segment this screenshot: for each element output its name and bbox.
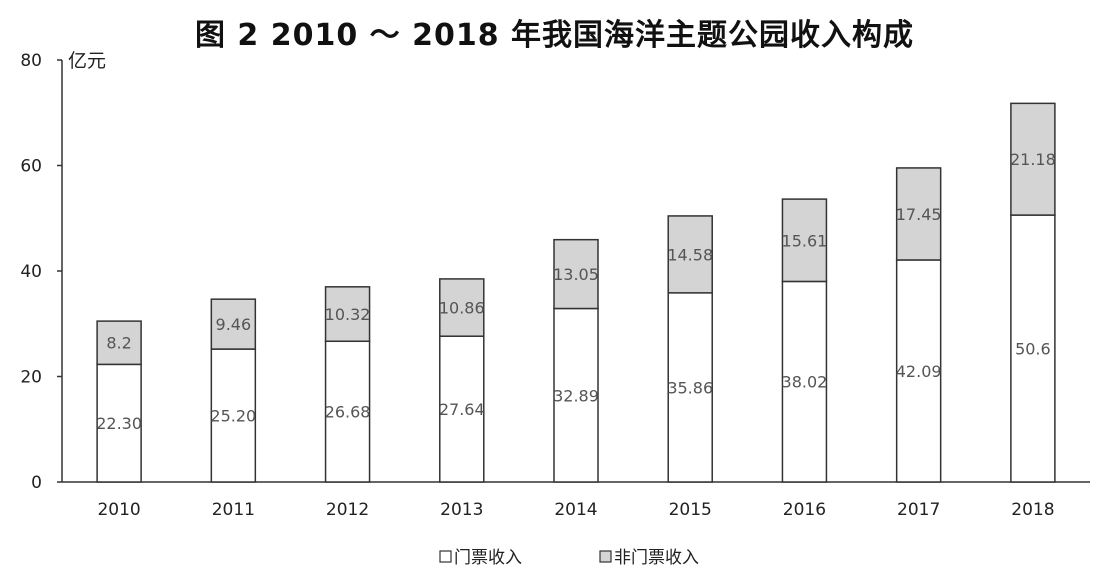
x-tick-label: 2015 — [669, 500, 712, 520]
data-label-ticket: 38.02 — [782, 373, 828, 392]
data-label-ticket: 35.86 — [667, 378, 713, 397]
bar-ticket-revenue — [324, 340, 371, 483]
data-label-ticket: 26.68 — [325, 403, 371, 422]
x-tick-label: 2016 — [783, 500, 826, 520]
data-label-ticket: 42.09 — [896, 362, 942, 381]
y-tick-label: 80 — [20, 51, 42, 71]
x-tick-label: 2013 — [440, 500, 483, 520]
bar-ticket-revenue — [1010, 214, 1056, 483]
bar-ticket-revenue — [439, 335, 485, 483]
bar-non-ticket-revenue — [439, 278, 485, 337]
legend-swatch-ticket — [439, 550, 452, 563]
legend-label-non-ticket: 非门票收入 — [614, 548, 699, 568]
data-label-non-ticket: 15.61 — [782, 231, 828, 250]
bar-non-ticket-revenue — [1010, 102, 1056, 216]
x-tick-label: 2010 — [97, 500, 140, 520]
chart-title: 图 2 2010 ～ 2018 年我国海洋主题公园收入构成 — [194, 18, 915, 53]
data-label-non-ticket: 17.45 — [896, 205, 942, 224]
x-tick-label: 2012 — [326, 500, 369, 520]
bar-ticket-revenue — [553, 307, 599, 483]
x-tick-label: 2017 — [897, 500, 940, 520]
data-label-ticket: 22.30 — [96, 414, 142, 433]
data-label-non-ticket: 9.46 — [216, 315, 252, 334]
bar-non-ticket-revenue — [667, 215, 713, 294]
y-tick-label: 0 — [31, 473, 42, 493]
bar-non-ticket-revenue — [324, 286, 371, 343]
bar-ticket-revenue — [210, 348, 257, 483]
bar-non-ticket-revenue — [895, 167, 942, 261]
data-label-ticket: 32.89 — [553, 386, 599, 405]
x-tick-label: 2018 — [1011, 500, 1054, 520]
data-label-ticket: 27.64 — [439, 400, 485, 419]
bar-ticket-revenue — [667, 292, 713, 483]
legend-swatch-non-ticket — [599, 550, 612, 563]
bar-non-ticket-revenue — [210, 298, 257, 350]
data-label-non-ticket: 13.05 — [553, 265, 599, 284]
bar-non-ticket-revenue — [781, 198, 828, 283]
legend-label-ticket: 门票收入 — [454, 548, 522, 568]
bar-ticket-revenue — [781, 280, 828, 483]
y-unit-label: 亿元 — [68, 50, 106, 72]
y-tick-label: 20 — [20, 368, 42, 388]
y-tick-label: 40 — [20, 262, 42, 282]
data-label-non-ticket: 21.18 — [1010, 150, 1056, 169]
data-label-non-ticket: 10.32 — [325, 305, 371, 324]
x-tick-label: 2011 — [212, 500, 255, 520]
bar-non-ticket-revenue — [553, 238, 599, 310]
data-label-non-ticket: 10.86 — [439, 299, 485, 318]
data-label-non-ticket: 8.2 — [106, 334, 131, 353]
data-label-non-ticket: 14.58 — [667, 245, 713, 264]
bar-non-ticket-revenue — [96, 320, 142, 366]
data-label-ticket: 25.20 — [210, 407, 256, 426]
y-tick-label: 60 — [20, 157, 42, 177]
x-tick-label: 2014 — [554, 500, 597, 520]
data-label-ticket: 50.6 — [1015, 340, 1051, 359]
